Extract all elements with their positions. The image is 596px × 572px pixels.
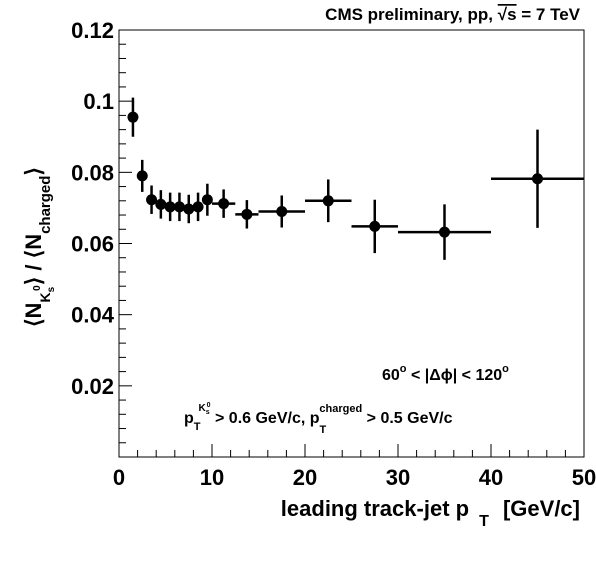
- data-points: [127, 97, 584, 260]
- ylabel-mid: ⟩ / ⟨N: [21, 234, 46, 285]
- xlabel-tail: [GeV/c]: [497, 496, 580, 521]
- data-point: [136, 159, 148, 192]
- annotation-dphi: 60o < |Δϕ| < 120o: [382, 363, 509, 384]
- ylabel-ksub: K: [37, 292, 53, 302]
- ylabel-charged: charged: [37, 176, 54, 234]
- ann2-tail: > 0.5 GeV/c: [362, 410, 452, 427]
- y-axis-title: ⟨NKs0⟩ / ⟨Ncharged⟩: [21, 167, 57, 327]
- data-point: [127, 97, 139, 137]
- marker: [241, 208, 253, 220]
- x-tick-label: 20: [293, 465, 317, 490]
- ylabel-ksubsub: s: [46, 286, 57, 292]
- data-point: [491, 129, 584, 228]
- x-tick-label: 30: [386, 465, 410, 490]
- data-point: [258, 195, 305, 228]
- title-tail: = 7 TeV: [517, 5, 581, 24]
- data-point: [146, 185, 158, 214]
- y-tick-label: 0.06: [71, 232, 114, 257]
- marker: [439, 226, 450, 238]
- marker: [218, 198, 230, 210]
- data-point: [164, 192, 176, 222]
- marker: [173, 201, 185, 213]
- data-point: [173, 192, 185, 222]
- x-tick-label: 40: [479, 465, 503, 490]
- axis-tick-labels: 0 10 20 30 40 50 0.02 0.04 0.06 0.08 0.1 0.12: [71, 18, 596, 490]
- y-tick-label: 0.08: [71, 160, 114, 185]
- ann1-deg2: o: [502, 363, 509, 375]
- title-main: CMS preliminary, pp,: [325, 5, 498, 24]
- x-tick-label: 10: [200, 465, 224, 490]
- ylabel-ksup: 0: [32, 285, 43, 291]
- ann2-mid: > 0.6 GeV/c, p: [211, 410, 320, 427]
- marker: [532, 173, 543, 185]
- chart-title: CMS preliminary, pp, √s = 7 TeV: [325, 5, 580, 24]
- ylabel-open: ⟨N: [21, 303, 46, 327]
- marker: [201, 194, 213, 206]
- ylabel-close: ⟩: [21, 167, 46, 176]
- ann2-K: K: [199, 403, 207, 414]
- ann2-charged: charged: [319, 403, 362, 415]
- marker: [146, 194, 158, 206]
- svg-text:⟨NKs0⟩ / ⟨Ncharged⟩: ⟨NKs0⟩ / ⟨Ncharged⟩: [21, 167, 57, 327]
- data-point: [201, 183, 213, 216]
- data-point: [212, 189, 236, 218]
- ann2-p: p: [184, 410, 194, 427]
- marker: [276, 205, 288, 217]
- ann2-s: s: [206, 409, 210, 416]
- ann2-0: 0: [207, 402, 211, 409]
- axis-ticks: [118, 29, 585, 458]
- ann1-b: < |Δϕ| < 120: [407, 367, 503, 384]
- marker: [322, 195, 334, 207]
- data-point: [155, 190, 167, 219]
- data-point: [305, 179, 352, 223]
- marker: [155, 198, 167, 210]
- plot-frame: [118, 29, 585, 458]
- ann2-T: T: [194, 421, 201, 433]
- xlabel-main: leading track-jet p: [281, 496, 469, 521]
- x-axis-title: leading track-jet p T [GeV/c]: [281, 496, 580, 530]
- data-point: [351, 199, 398, 254]
- y-tick-label: 0.12: [71, 18, 114, 43]
- data-point: [192, 192, 204, 222]
- marker: [192, 201, 204, 213]
- x-tick-label: 50: [572, 465, 596, 490]
- title-sqrt: √s: [498, 5, 517, 24]
- y-tick-label: 0.04: [71, 303, 115, 328]
- marker: [127, 111, 139, 123]
- ann1-deg1: o: [400, 363, 407, 375]
- marker: [136, 170, 148, 182]
- data-point: [183, 194, 195, 224]
- x-tick-label: 0: [113, 465, 125, 490]
- data-point: [235, 200, 259, 229]
- data-point: [398, 204, 491, 260]
- y-tick-label: 0.1: [83, 89, 114, 114]
- xlabel-sub: T: [479, 513, 489, 530]
- y-tick-label: 0.02: [71, 374, 114, 399]
- marker: [164, 201, 176, 213]
- ann2-T2: T: [320, 424, 327, 436]
- marker: [183, 203, 195, 215]
- annotation-pt-cuts: pTKs0 > 0.6 GeV/c, pTcharged > 0.5 GeV/c: [184, 402, 453, 436]
- ann1-a: 60: [382, 367, 400, 384]
- marker: [369, 220, 381, 232]
